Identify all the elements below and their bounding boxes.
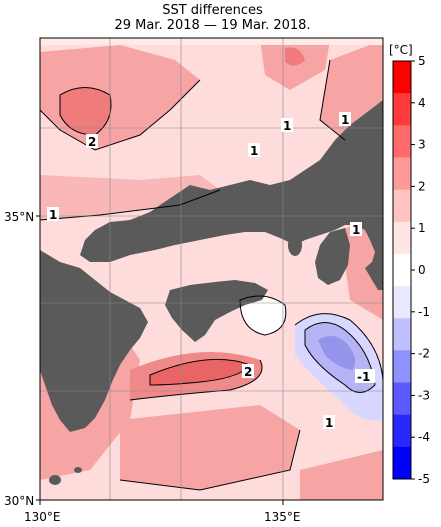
colorbar-cell — [393, 446, 411, 480]
land-island — [324, 201, 336, 209]
map-area — [40, 38, 383, 500]
land-honshu — [80, 100, 383, 290]
graticule — [40, 38, 383, 500]
neutral-region — [240, 296, 286, 335]
colorbar-unit: [°C] — [389, 43, 413, 57]
contour-label: -1 — [357, 370, 370, 384]
colorbar-tick-label: -1 — [418, 305, 430, 319]
cool-region — [40, 38, 383, 45]
colorbar-cell — [393, 253, 411, 287]
lon-label-135e: 135°E — [264, 510, 301, 524]
colorbar-tick-label: 5 — [418, 54, 426, 68]
contour-label: 1 — [325, 416, 333, 430]
warm-region — [60, 87, 111, 135]
colorbar-tick-label: -3 — [418, 388, 430, 402]
colorbar-cell — [393, 157, 411, 191]
land-island — [74, 467, 82, 473]
colorbar-tick-label: -5 — [418, 472, 430, 486]
warm-region — [300, 450, 383, 500]
contour-label: 1 — [283, 119, 291, 133]
warm-region — [40, 175, 220, 220]
colorbar-cell — [393, 286, 411, 319]
land-island — [49, 475, 61, 485]
warm-region — [120, 405, 300, 490]
lon-label-130e: 130°E — [24, 510, 61, 524]
colorbar-cell — [393, 318, 411, 351]
contour-lines — [40, 59, 383, 491]
colorbar-cell — [393, 221, 411, 255]
colorbar-tick-label: 1 — [418, 221, 426, 235]
colorbar-cell — [393, 61, 411, 94]
land-kyushu — [40, 250, 148, 432]
lat-label-35n: 35°N — [4, 210, 34, 224]
colorbar-tick-label: -4 — [418, 430, 430, 444]
colorbar-cell — [393, 125, 411, 158]
land-kii — [315, 228, 350, 285]
map-title: SST differences — [162, 3, 263, 18]
cold-region — [318, 336, 356, 370]
land-awaji — [288, 234, 302, 256]
colorbar-cell — [393, 93, 411, 126]
land-shikoku — [165, 280, 268, 342]
warm-region — [285, 47, 305, 66]
contour-label: 1 — [341, 113, 349, 127]
lat-label-30n: 30°N — [4, 494, 34, 508]
contour-label: 2 — [244, 365, 252, 379]
colorbar-cell — [393, 382, 411, 416]
colorbar-cell — [393, 414, 411, 448]
colorbar-tick-label: 0 — [418, 263, 426, 277]
colorbar-tick-label: 2 — [418, 179, 426, 193]
contour-label: 1 — [49, 208, 57, 222]
contour-label: 1 — [250, 144, 258, 158]
colorbar-tick-label: 4 — [418, 96, 426, 110]
colorbar: [°C] 5 4 3 2 1 0 -1 -2 -3 -4 -5 — [389, 43, 430, 486]
map-frame — [39, 37, 384, 501]
contour-label-group: 2 1 1 1 1 1 2 -1 1 — [47, 112, 375, 430]
map-subtitle: 29 Mar. 2018 — 19 Mar. 2018. — [114, 18, 311, 33]
contour-label: 1 — [352, 223, 360, 237]
colorbar-cell — [393, 350, 411, 384]
colorbar-cell — [393, 189, 411, 223]
colorbar-tick-label: -2 — [418, 347, 430, 361]
colorbar-tick-label: 3 — [418, 138, 426, 152]
contour-label: 2 — [88, 135, 96, 149]
warm-region — [150, 359, 250, 385]
